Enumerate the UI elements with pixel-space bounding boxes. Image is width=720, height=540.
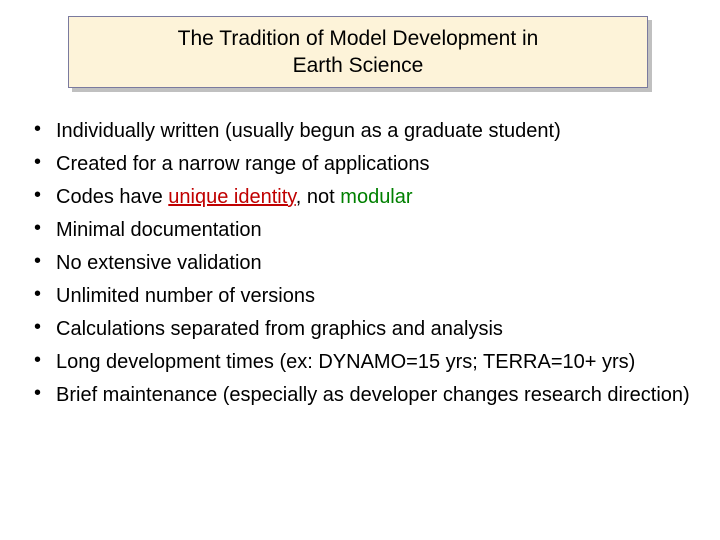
bullet-icon: • <box>30 118 56 141</box>
bullet-list: • Individually written (usually begun as… <box>30 118 690 415</box>
bullet-text: Long development times (ex: DYNAMO=15 yr… <box>56 349 690 376</box>
highlight-green: modular <box>340 186 412 208</box>
slide-title: The Tradition of Model Development in Ea… <box>178 25 539 80</box>
bullet-icon: • <box>30 316 56 339</box>
list-item: • Minimal documentation <box>30 217 690 244</box>
bullet-text: Minimal documentation <box>56 217 690 244</box>
bullet-icon: • <box>30 250 56 273</box>
list-item: • Calculations separated from graphics a… <box>30 316 690 343</box>
bullet-icon: • <box>30 382 56 405</box>
bullet-icon: • <box>30 349 56 372</box>
bullet-icon: • <box>30 283 56 306</box>
list-item: • Codes have unique identity, not modula… <box>30 184 690 211</box>
bullet-text: Unlimited number of versions <box>56 283 690 310</box>
bullet-text: No extensive validation <box>56 250 690 277</box>
title-line-2: Earth Science <box>293 54 424 77</box>
bullet-text: Individually written (usually begun as a… <box>56 118 690 145</box>
list-item: • Brief maintenance (especially as devel… <box>30 382 690 409</box>
bullet-text: Codes have unique identity, not modular <box>56 184 690 211</box>
bullet-text: Created for a narrow range of applicatio… <box>56 151 690 178</box>
list-item: • Long development times (ex: DYNAMO=15 … <box>30 349 690 376</box>
list-item: • Unlimited number of versions <box>30 283 690 310</box>
title-box: The Tradition of Model Development in Ea… <box>68 16 648 88</box>
bullet-text: Brief maintenance (especially as develop… <box>56 382 690 409</box>
title-line-1: The Tradition of Model Development in <box>178 27 539 50</box>
highlight-red: unique identity <box>168 186 296 208</box>
bullet-pre: Codes have <box>56 186 168 208</box>
bullet-text: Calculations separated from graphics and… <box>56 316 690 343</box>
bullet-icon: • <box>30 184 56 207</box>
list-item: • Created for a narrow range of applicat… <box>30 151 690 178</box>
bullet-icon: • <box>30 217 56 240</box>
bullet-mid: , not <box>296 186 340 208</box>
bullet-icon: • <box>30 151 56 174</box>
list-item: • Individually written (usually begun as… <box>30 118 690 145</box>
list-item: • No extensive validation <box>30 250 690 277</box>
